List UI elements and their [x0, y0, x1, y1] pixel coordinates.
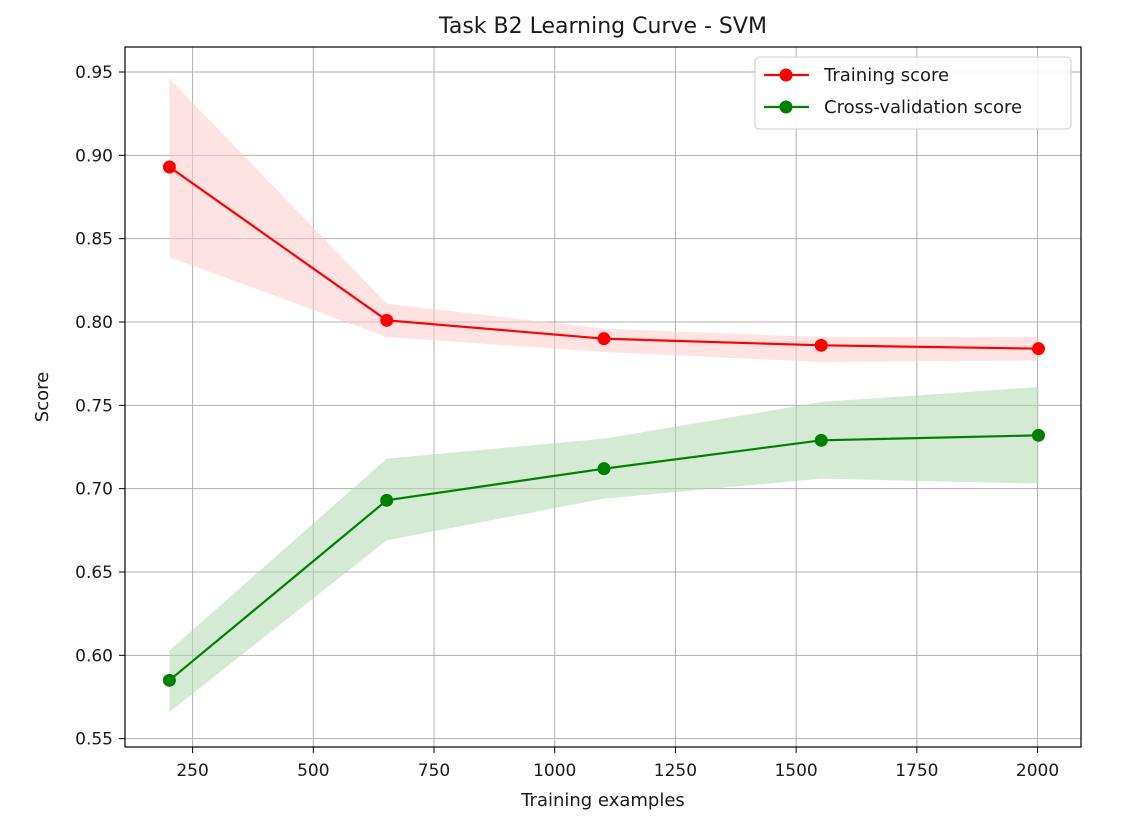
- y-axis-label: Score: [32, 372, 53, 422]
- y-tick-label: 0.60: [75, 646, 113, 666]
- training-score-point: [1032, 342, 1046, 356]
- x-tick-label: 1000: [533, 761, 576, 781]
- series-points: [162, 160, 1046, 687]
- confidence-bands: [169, 78, 1039, 712]
- legend: Training score Cross-validation score: [754, 56, 1072, 130]
- y-tick-label: 0.95: [75, 63, 113, 83]
- training-score-line: [168, 166, 1039, 350]
- x-tick-label: 1250: [654, 761, 697, 781]
- x-tick-label: 1750: [895, 761, 938, 781]
- x-tick-label: 500: [297, 761, 329, 781]
- y-tick-label: 0.75: [75, 396, 113, 416]
- legend-marker-training: [779, 68, 793, 82]
- y-tick-label: 0.90: [75, 146, 113, 166]
- cross-validation-score-point: [162, 673, 176, 687]
- y-tick-label: 0.70: [75, 480, 113, 500]
- x-tick-label: 750: [418, 761, 450, 781]
- x-axis-label: Training examples: [520, 790, 685, 811]
- training-score-point: [380, 313, 394, 327]
- y-tick-label: 0.65: [75, 563, 113, 583]
- y-tick-label: 0.55: [75, 730, 113, 750]
- training-score-point: [597, 332, 611, 346]
- cross-validation-score-point: [597, 462, 611, 476]
- legend-label-training: Training score: [823, 65, 949, 86]
- cross-validation-score-band: [169, 387, 1039, 712]
- x-axis-ticks: 250 500 750 1000 1250 1500 1750 2000: [176, 747, 1059, 781]
- x-tick-label: 2000: [1016, 761, 1059, 781]
- training-score-point: [162, 160, 176, 174]
- y-tick-label: 0.85: [75, 230, 113, 250]
- cross-validation-score-point: [1032, 428, 1046, 442]
- plot-frame: [124, 46, 1082, 748]
- legend-box: [754, 56, 1072, 130]
- y-axis-ticks: 0.55 0.60 0.65 0.70 0.75 0.80 0.85 0.90 0.95: [75, 63, 125, 750]
- x-tick-label: 1500: [774, 761, 817, 781]
- chart-title: Task B2 Learning Curve - SVM: [438, 14, 767, 39]
- y-tick-label: 0.80: [75, 313, 113, 333]
- legend-marker-cross-validation: [779, 100, 793, 114]
- cross-validation-score-point: [380, 493, 394, 507]
- legend-label-cross-validation: Cross-validation score: [824, 97, 1022, 118]
- cross-validation-score-point: [814, 433, 828, 447]
- x-tick-label: 250: [176, 761, 208, 781]
- training-score-point: [814, 338, 828, 352]
